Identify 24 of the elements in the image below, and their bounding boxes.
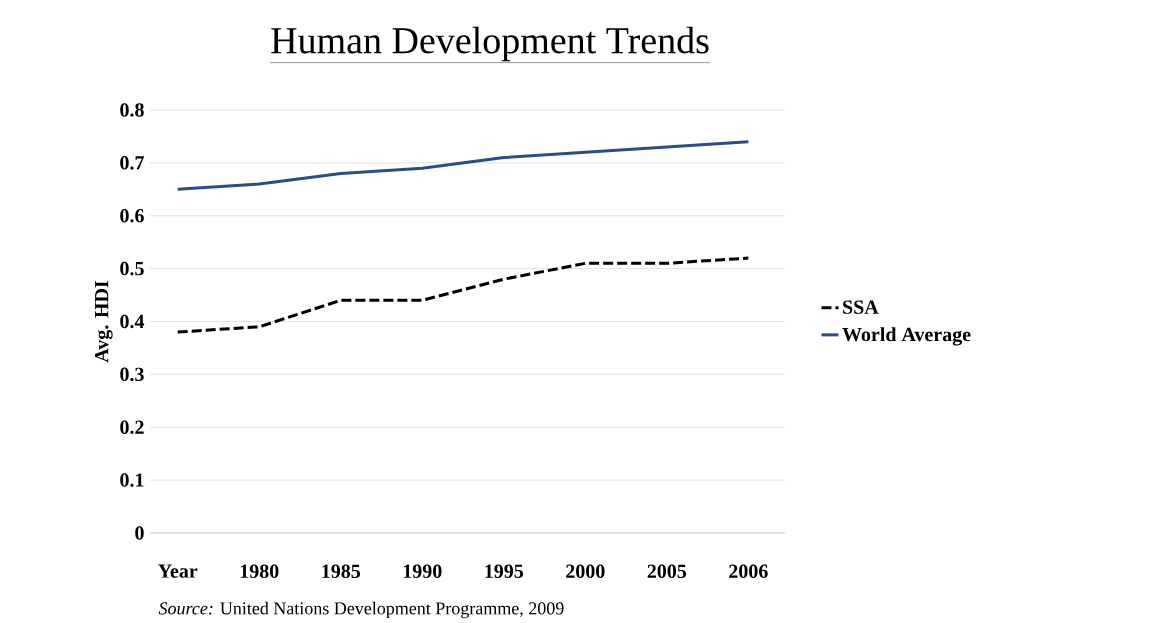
x-tick-label: Year (158, 564, 198, 578)
chart-title: Human Development Trends (271, 26, 709, 62)
x-tick-label: 2006 (729, 564, 768, 579)
y-axis-title: Avg. HDI (94, 280, 113, 363)
y-tick-label: 0.6 (120, 208, 144, 223)
legend-label: SSA (843, 300, 879, 314)
legend-label: World Average (842, 327, 971, 346)
y-tick-label: 0.3 (120, 367, 144, 382)
y-tick-label: 0 (135, 526, 144, 540)
x-tick-label: 2000 (566, 564, 605, 579)
x-tick-label: 2005 (647, 564, 687, 579)
y-tick-label: 0.1 (120, 473, 144, 487)
y-tick-label: 0.2 (120, 420, 144, 435)
x-tick-label: 1985 (322, 564, 361, 579)
y-tick-label: 0.8 (120, 103, 144, 117)
line-series (176, 256, 750, 334)
line-series (176, 140, 750, 191)
y-tick-label: 0.5 (120, 261, 144, 276)
y-tick-label: 0.7 (120, 156, 144, 170)
x-tick-label: 1980 (240, 564, 279, 579)
x-tick-label: 1995 (485, 564, 524, 578)
x-tick-label: 1990 (403, 564, 442, 579)
text: Source: United Nations Development Programme, 2009 (158, 601, 564, 619)
y-tick-label: 0.4 (120, 314, 145, 329)
